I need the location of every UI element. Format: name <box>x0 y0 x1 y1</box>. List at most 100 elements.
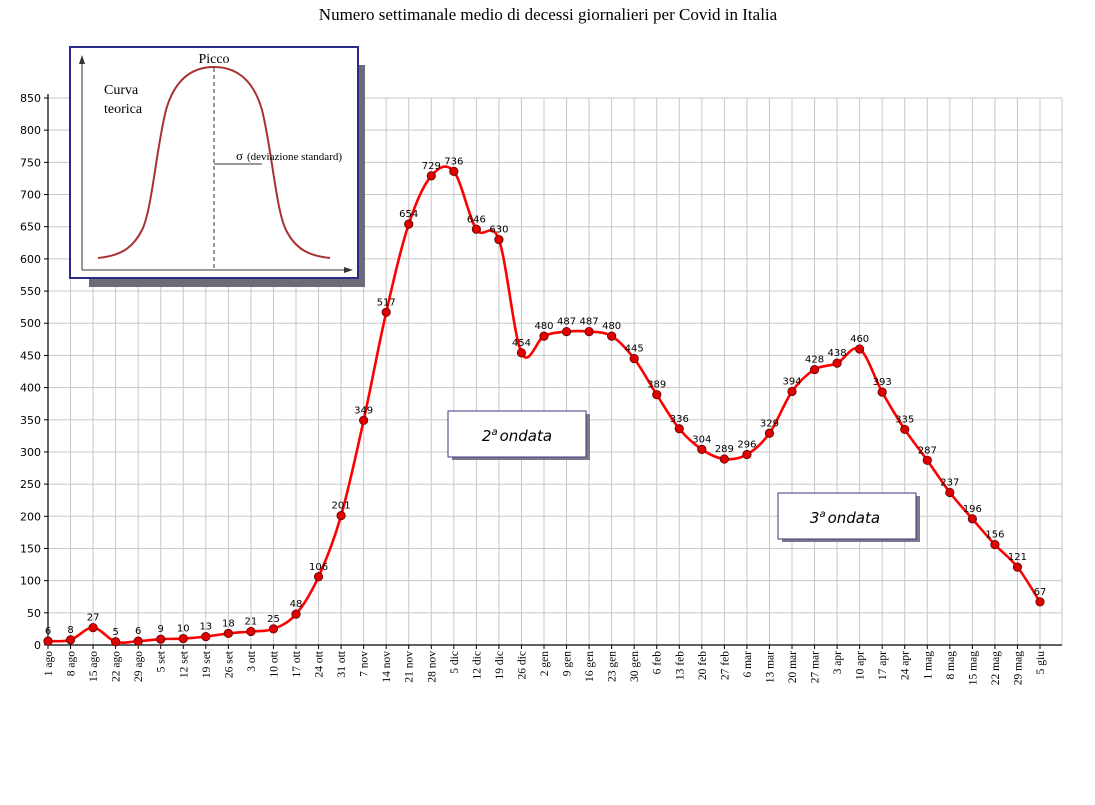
y-tick-label: 0 <box>34 639 41 652</box>
data-point <box>43 636 53 646</box>
data-label: 287 <box>918 445 937 456</box>
inset-sigma-label: σ (deviazione standard) <box>236 148 342 163</box>
x-tick-label: 19 set <box>201 650 213 678</box>
data-label: 8 <box>67 625 73 636</box>
data-label: 156 <box>985 530 1004 541</box>
data-point <box>471 224 481 234</box>
wave-2-text: ondata <box>500 427 552 445</box>
x-tick-label: 22 mag <box>990 651 1002 685</box>
x-tick-label: 10 apr <box>855 651 867 680</box>
wave-2-superscript: a <box>491 427 497 438</box>
data-point <box>111 637 121 647</box>
wave-3-superscript: a <box>819 509 825 520</box>
data-point <box>268 624 279 634</box>
data-label: 5 <box>112 627 118 638</box>
y-tick-label: 500 <box>20 317 41 330</box>
data-point <box>674 424 684 434</box>
x-tick-label: 1 mag <box>922 651 934 680</box>
x-tick-label: 12 dic <box>471 651 483 679</box>
data-label: 21 <box>245 616 258 627</box>
data-label: 389 <box>647 380 666 391</box>
data-point <box>742 449 752 460</box>
data-point <box>449 166 459 176</box>
data-points <box>43 166 1045 647</box>
x-tick-label: 13 feb <box>674 651 686 680</box>
wave-2-annotation: 2a ondata <box>447 410 590 460</box>
data-point <box>697 444 707 454</box>
data-point <box>88 623 98 633</box>
y-tick-label: 100 <box>20 575 41 588</box>
inset-x-arrow <box>344 267 353 273</box>
y-tick-label: 650 <box>20 221 41 234</box>
data-point <box>764 428 775 438</box>
y-tick-label: 300 <box>20 446 41 459</box>
data-label: 480 <box>534 321 553 332</box>
data-point <box>652 390 662 400</box>
x-tick-label: 22 ago <box>111 651 123 682</box>
data-point <box>201 632 211 642</box>
data-label: 18 <box>222 618 235 629</box>
x-tick-label: 5 dic <box>449 651 461 674</box>
data-label: 394 <box>782 376 801 387</box>
data-label: 67 <box>1034 587 1047 598</box>
data-point <box>584 327 594 337</box>
data-label: 517 <box>377 297 396 308</box>
data-point <box>900 424 910 435</box>
data-label: 289 <box>715 444 734 455</box>
inset-peak-label: Picco <box>198 52 229 67</box>
data-point <box>990 540 1000 550</box>
data-label: 654 <box>399 209 418 220</box>
inset-curve-label: Curva <box>104 83 139 98</box>
y-tick-label: 200 <box>20 510 41 523</box>
x-tick-label: 19 dic <box>494 651 506 679</box>
data-label: 10 <box>177 624 190 635</box>
data-label: 393 <box>873 377 892 388</box>
x-tick-label: 30 gen <box>629 651 641 682</box>
data-point <box>607 331 617 341</box>
x-tick-label: 29 mag <box>1012 651 1024 685</box>
data-point <box>404 219 414 229</box>
data-point <box>381 307 391 317</box>
data-label: 25 <box>267 614 280 625</box>
wave-3-number: 3 <box>810 509 820 527</box>
y-tick-label: 600 <box>20 253 41 266</box>
data-label: 480 <box>602 321 621 332</box>
x-tick-label: 8 ago <box>66 651 78 676</box>
data-label: 428 <box>805 355 824 366</box>
y-tick-label: 350 <box>20 414 41 427</box>
y-tick-label: 800 <box>20 124 41 137</box>
data-label: 237 <box>940 477 959 488</box>
data-label: 9 <box>158 624 164 635</box>
data-label: 48 <box>290 599 303 610</box>
x-tick-label: 2 gen <box>539 651 551 676</box>
data-point <box>561 327 572 337</box>
x-tick-label: 3 ott <box>246 650 258 672</box>
y-tick-label: 400 <box>20 382 41 395</box>
y-tick-label: 50 <box>27 607 41 620</box>
x-tick-label: 1 ago <box>43 651 55 676</box>
y-tick-labels: 0 50 100 150 200 250 300 350 400 450 500 550 600 650 7… <box>20 92 41 652</box>
x-tick-label: 20 mar <box>787 651 799 683</box>
data-point <box>246 626 256 637</box>
x-tick-label: 9 gen <box>562 651 574 676</box>
data-label: 27 <box>87 613 100 624</box>
x-tick-label: 15 mag <box>967 651 979 685</box>
y-tick-label: 150 <box>20 542 41 555</box>
data-point <box>223 628 233 639</box>
data-label: 736 <box>444 156 463 167</box>
data-label: 438 <box>828 348 847 359</box>
data-point <box>719 454 729 464</box>
data-label: 487 <box>557 317 576 328</box>
wave-2-number: 2 <box>482 427 492 445</box>
inset-bell-curve <box>97 65 331 259</box>
data-label: 487 <box>580 317 599 328</box>
data-label: 454 <box>512 338 531 349</box>
x-tick-label: 14 nov <box>381 651 393 683</box>
x-tick-label: 29 ago <box>133 651 145 682</box>
data-point <box>494 234 504 245</box>
data-label: 646 <box>467 214 486 225</box>
data-point <box>809 364 820 375</box>
x-tick-label: 10 ott <box>268 650 280 677</box>
